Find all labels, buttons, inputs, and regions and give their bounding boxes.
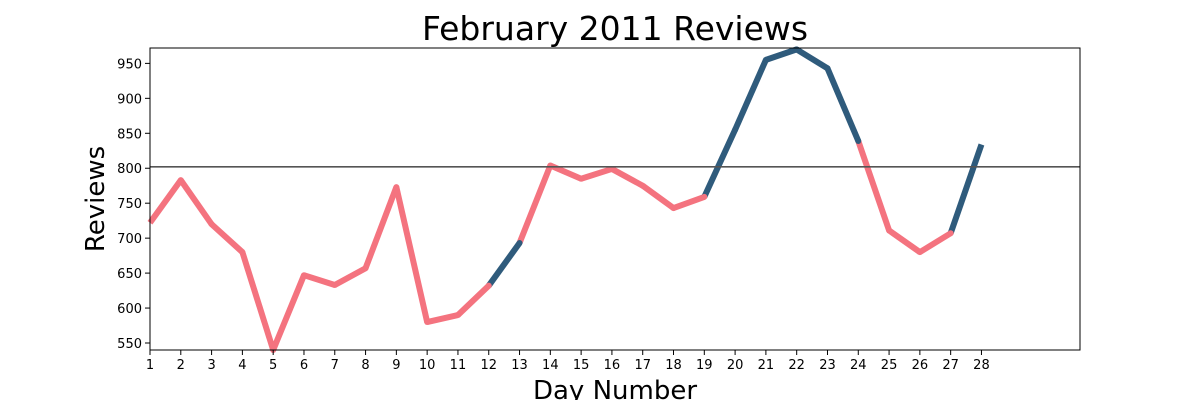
x-tick-label: 5	[269, 358, 277, 373]
data-point	[886, 227, 893, 234]
data-point	[947, 230, 954, 237]
line-segment	[393, 186, 431, 323]
data-point	[362, 265, 369, 272]
line-segment	[303, 272, 336, 288]
y-tick-label: 700	[117, 232, 142, 247]
x-tick-label: 23	[819, 358, 836, 373]
line-segment	[333, 265, 367, 288]
x-tick-label: 22	[788, 358, 805, 373]
data-point	[300, 272, 307, 279]
x-tick-label: 25	[881, 358, 898, 373]
data-point	[855, 137, 862, 144]
y-tick-label: 950	[117, 57, 142, 72]
data-point	[331, 281, 338, 288]
data-point	[177, 177, 184, 184]
x-tick-label: 24	[850, 358, 867, 373]
x-tick-label: 11	[450, 358, 467, 373]
line-segment	[178, 178, 215, 226]
y-tick-label: 550	[117, 337, 142, 352]
line-segment	[239, 251, 277, 351]
line-segment	[486, 241, 522, 288]
data-point	[393, 184, 400, 191]
line-segment	[549, 162, 583, 182]
x-tick-label: 16	[604, 358, 621, 373]
data-point	[578, 175, 585, 182]
line-segment	[732, 58, 769, 132]
x-tick-label: 13	[511, 358, 528, 373]
data-point	[485, 282, 492, 289]
line-segment	[918, 230, 953, 255]
y-tick-label: 900	[117, 92, 142, 107]
x-tick-label: 27	[942, 358, 959, 373]
data-point	[824, 65, 831, 72]
line-segment	[580, 166, 613, 182]
x-axis-ticks: 1 2 3 4 5 6 7 8 9 10 11 12 13 14 15 16 17 18 19 20 21 22 23 24 2…	[146, 350, 990, 373]
line-segment	[270, 274, 307, 352]
line-segment	[209, 221, 245, 255]
data-point	[639, 182, 646, 189]
plot-frame	[149, 47, 1081, 351]
x-tick-label: 8	[361, 358, 369, 373]
y-tick-label: 850	[117, 127, 142, 142]
line-segment	[824, 67, 862, 143]
data-point	[239, 249, 246, 256]
x-tick-label: 15	[573, 358, 590, 373]
x-tick-label: 19	[696, 358, 713, 373]
x-tick-label: 21	[758, 358, 775, 373]
x-tick-label: 10	[419, 358, 436, 373]
data-point	[208, 221, 215, 228]
y-tick-label: 600	[117, 302, 142, 317]
data-point	[762, 56, 769, 63]
y-tick-label: 650	[117, 267, 142, 282]
x-tick-label: 9	[392, 358, 400, 373]
x-tick-label: 17	[634, 358, 651, 373]
line-segment	[455, 283, 491, 318]
line-segment	[764, 46, 798, 63]
x-tick-label: 14	[542, 358, 559, 373]
y-axis-ticks: 550 600 650 700 750 800 850 900 950	[117, 57, 150, 352]
data-point	[670, 205, 677, 212]
line-segment	[795, 46, 830, 71]
line-segment	[640, 183, 676, 211]
x-tick-label: 3	[207, 358, 215, 373]
line-segment	[362, 186, 400, 270]
line-segment	[701, 128, 738, 199]
y-tick-label: 750	[117, 197, 142, 212]
x-tick-label: 18	[665, 358, 682, 373]
x-tick-label: 12	[480, 358, 497, 373]
x-tick-label: 26	[912, 358, 929, 373]
data-point	[516, 240, 523, 247]
data-point	[424, 319, 431, 326]
x-tick-label: 20	[727, 358, 744, 373]
x-tick-label: 6	[300, 358, 308, 373]
line-segment	[610, 166, 645, 189]
data-point	[793, 46, 800, 53]
x-tick-label: 28	[973, 358, 990, 373]
line-segment	[426, 312, 459, 325]
data-point	[701, 193, 708, 200]
series-layer	[147, 46, 985, 353]
data-point	[732, 126, 739, 133]
chart-title: February 2011 Reviews	[422, 9, 808, 48]
line-segment	[516, 164, 554, 245]
x-tick-label: 2	[177, 358, 185, 373]
y-tick-label: 800	[117, 162, 142, 177]
data-point	[454, 312, 461, 319]
line-segment	[147, 178, 184, 225]
line-segment	[855, 140, 892, 232]
y-axis-label: Reviews	[81, 146, 111, 252]
x-tick-label: 7	[331, 358, 339, 373]
line-segment	[947, 143, 985, 235]
x-tick-label: 1	[146, 358, 154, 373]
x-axis-label: Day Number	[533, 376, 697, 400]
line-segment	[672, 194, 706, 211]
x-tick-label: 4	[238, 358, 246, 373]
line-segment	[887, 228, 922, 255]
data-point	[916, 249, 923, 256]
